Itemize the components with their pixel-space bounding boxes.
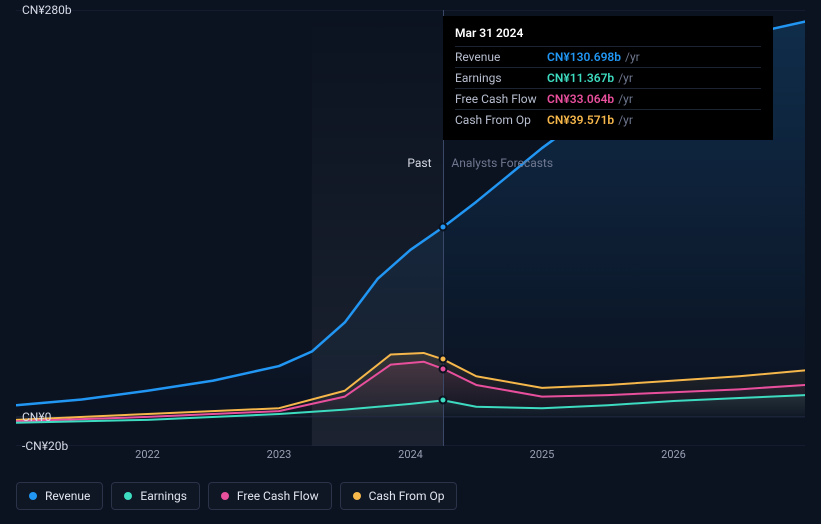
x-tick-2024: 2024	[398, 448, 423, 461]
legend-item-cash_from_op[interactable]: Cash From Op	[340, 482, 458, 510]
tooltip: Mar 31 2024 RevenueCN¥130.698b/yrEarning…	[443, 16, 773, 140]
legend-item-free_cash_flow[interactable]: Free Cash Flow	[208, 482, 332, 510]
forecast-region-label: Analysts Forecasts	[451, 156, 553, 170]
y-axis-label-280: CN¥280b	[22, 3, 72, 17]
tooltip-label: Revenue	[455, 50, 547, 64]
x-tick-2022: 2022	[135, 448, 160, 461]
legend-swatch-earnings	[124, 492, 132, 500]
tooltip-suffix: /yr	[625, 50, 640, 64]
tooltip-row-cash_from_op: Cash From OpCN¥39.571b/yr	[455, 109, 761, 130]
tooltip-row-free_cash_flow: Free Cash FlowCN¥33.064b/yr	[455, 88, 761, 109]
x-tick-2023: 2023	[267, 448, 292, 461]
tooltip-suffix: /yr	[618, 92, 633, 106]
legend: Revenue Earnings Free Cash Flow Cash From O…	[16, 482, 457, 510]
legend-swatch-cash_from_op	[353, 492, 361, 500]
tooltip-label: Cash From Op	[455, 113, 547, 127]
tooltip-value: CN¥33.064b	[547, 92, 614, 106]
tooltip-row-revenue: RevenueCN¥130.698b/yr	[455, 46, 761, 67]
tooltip-row-earnings: EarningsCN¥11.367b/yr	[455, 67, 761, 88]
tooltip-value: CN¥39.571b	[547, 113, 614, 127]
finance-line-chart: Past Analysts Forecasts CN¥280b CN¥0 -CN…	[0, 0, 821, 524]
tooltip-label: Earnings	[455, 71, 547, 85]
legend-item-revenue[interactable]: Revenue	[16, 482, 103, 510]
x-tick-2026: 2026	[661, 448, 686, 461]
tooltip-suffix: /yr	[618, 71, 633, 85]
legend-swatch-revenue	[29, 492, 37, 500]
y-axis-label-0: CN¥0	[22, 410, 51, 424]
tooltip-value: CN¥11.367b	[547, 71, 614, 85]
legend-item-earnings[interactable]: Earnings	[111, 482, 200, 510]
x-tick-2025: 2025	[530, 448, 555, 461]
marker-earnings	[439, 396, 448, 405]
legend-label-free_cash_flow: Free Cash Flow	[237, 489, 319, 503]
legend-label-revenue: Revenue	[45, 489, 90, 503]
marker-free_cash_flow	[439, 364, 448, 373]
legend-label-earnings: Earnings	[140, 489, 187, 503]
legend-label-cash_from_op: Cash From Op	[369, 489, 445, 503]
x-axis: 2022 2023 2024 2025 2026	[16, 446, 805, 466]
tooltip-label: Free Cash Flow	[455, 92, 547, 106]
tooltip-value: CN¥130.698b	[547, 50, 621, 64]
past-region-label: Past	[407, 156, 431, 170]
tooltip-suffix: /yr	[618, 113, 633, 127]
legend-swatch-free_cash_flow	[221, 492, 229, 500]
marker-cash_from_op	[439, 355, 448, 364]
marker-revenue	[439, 222, 448, 231]
tooltip-date: Mar 31 2024	[455, 24, 761, 46]
